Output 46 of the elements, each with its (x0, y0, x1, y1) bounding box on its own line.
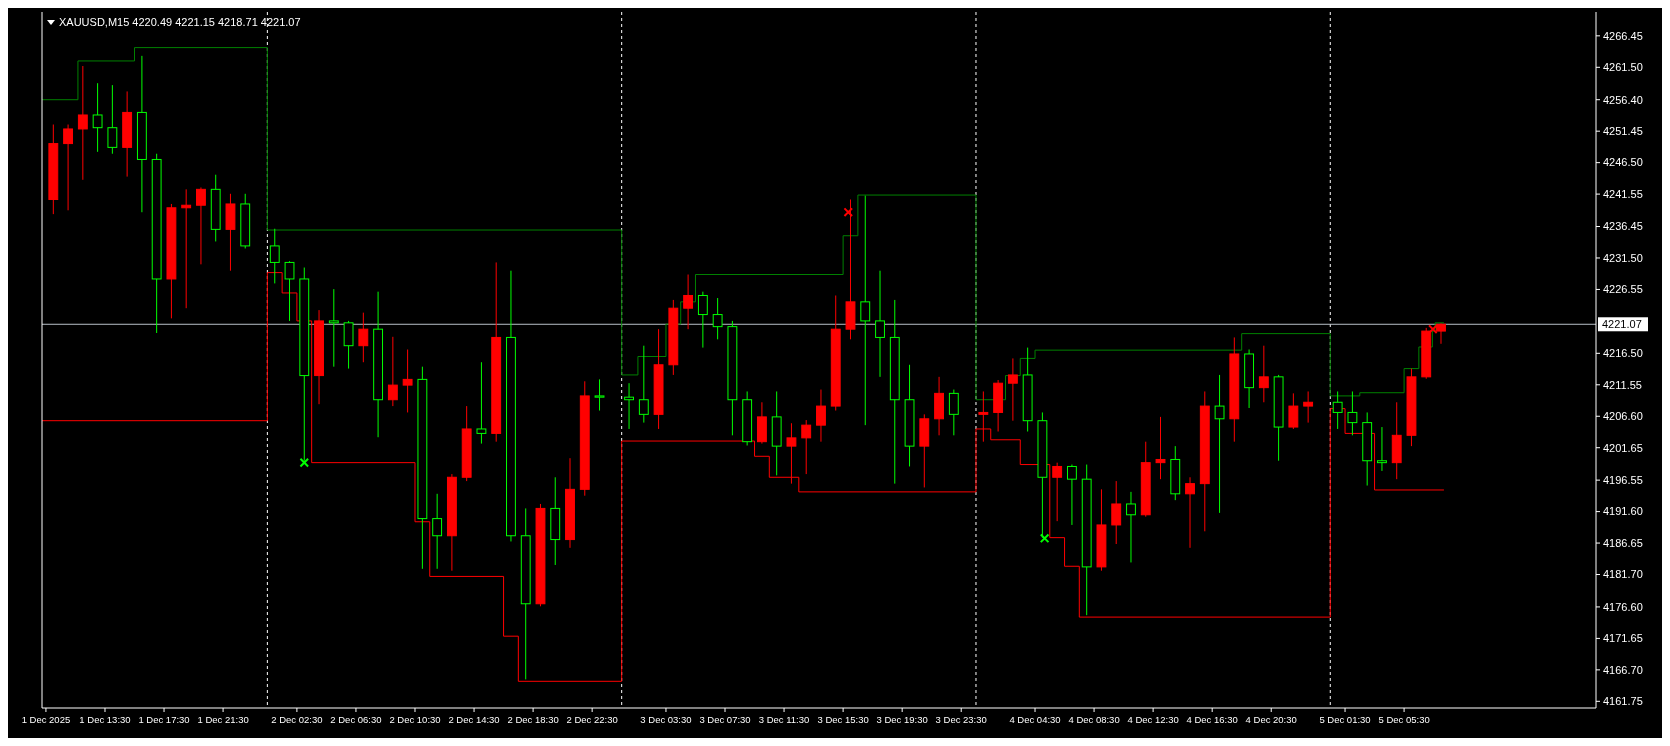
x-tick-label: 1 Dec 17:30 (138, 714, 190, 725)
y-tick-label: 4186.65 (1603, 536, 1643, 549)
x-tick-label: 2 Dec 22:30 (566, 714, 618, 725)
x-tick-label: 2 Dec 06:30 (330, 714, 382, 725)
y-tick-label: 4241.55 (1603, 187, 1643, 200)
chart-title: XAUUSD,M15 4220.49 4221.15 4218.71 4221.07 (59, 16, 301, 28)
y-tick-label: 4261.50 (1603, 61, 1643, 74)
y-tick-label: 4171.65 (1603, 632, 1643, 645)
y-tick-label: 4256.40 (1603, 93, 1643, 106)
ref-line-label: 4221.07 (1602, 318, 1642, 331)
y-tick-label: 4181.70 (1603, 568, 1643, 581)
y-tick-label: 4251.45 (1603, 125, 1643, 138)
x-tick-label: 5 Dec 01:30 (1319, 714, 1371, 725)
x-tick-label: 4 Dec 12:30 (1127, 714, 1179, 725)
y-tick-label: 4236.45 (1603, 220, 1643, 233)
x-tick-label: 1 Dec 13:30 (79, 714, 131, 725)
x-tick-label: 4 Dec 20:30 (1245, 714, 1297, 725)
y-tick-label: 4206.60 (1603, 410, 1643, 423)
y-tick-label: 4201.65 (1603, 441, 1643, 454)
y-tick-label: 4231.50 (1603, 251, 1643, 264)
x-tick-label: 2 Dec 10:30 (389, 714, 441, 725)
x-tick-label: 5 Dec 05:30 (1378, 714, 1430, 725)
y-tick-label: 4161.75 (1603, 695, 1643, 708)
x-tick-label: 4 Dec 04:30 (1009, 714, 1061, 725)
y-tick-label: 4246.50 (1603, 156, 1643, 169)
x-tick-label: 4 Dec 08:30 (1068, 714, 1120, 725)
x-tick-label: 1 Dec 21:30 (197, 714, 249, 725)
y-tick-label: 4191.60 (1603, 505, 1643, 518)
x-tick-label: 1 Dec 2025 (21, 714, 71, 725)
x-tick-label: 3 Dec 15:30 (817, 714, 869, 725)
y-tick-label: 4266.45 (1603, 29, 1643, 42)
x-tick-label: 3 Dec 03:30 (640, 714, 692, 725)
x-tick-label: 2 Dec 18:30 (507, 714, 559, 725)
y-tick-label: 4211.55 (1603, 378, 1642, 391)
x-tick-label: 2 Dec 02:30 (271, 714, 323, 725)
y-tick-label: 4196.55 (1603, 473, 1643, 486)
x-tick-label: 3 Dec 11:30 (758, 714, 810, 725)
x-tick-label: 3 Dec 07:30 (699, 714, 751, 725)
y-tick-label: 4176.60 (1603, 600, 1643, 613)
y-tick-label: 4216.50 (1603, 347, 1643, 360)
x-tick-label: 3 Dec 19:30 (876, 714, 928, 725)
y-tick-label: 4226.55 (1603, 283, 1643, 296)
y-tick-label: 4166.70 (1603, 663, 1643, 676)
x-tick-label: 4 Dec 16:30 (1186, 714, 1238, 725)
x-tick-label: 2 Dec 14:30 (448, 714, 500, 725)
x-tick-label: 3 Dec 23:30 (935, 714, 987, 725)
